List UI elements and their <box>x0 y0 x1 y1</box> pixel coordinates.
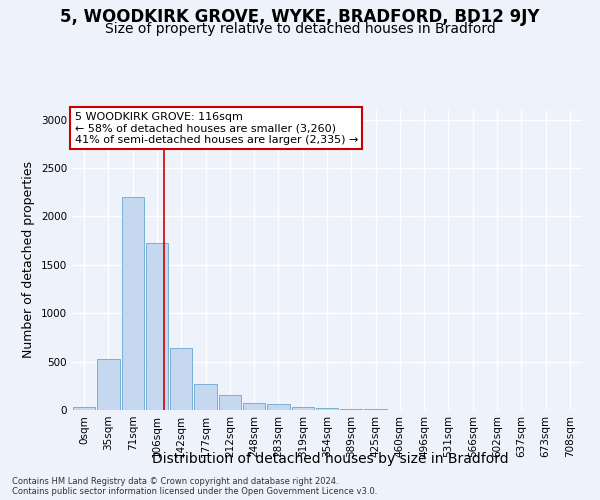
Bar <box>292 406 314 410</box>
Text: Contains HM Land Registry data © Crown copyright and database right 2024.: Contains HM Land Registry data © Crown c… <box>12 478 338 486</box>
Bar <box>267 404 290 410</box>
Text: 5, WOODKIRK GROVE, WYKE, BRADFORD, BD12 9JY: 5, WOODKIRK GROVE, WYKE, BRADFORD, BD12 … <box>60 8 540 26</box>
Text: Contains public sector information licensed under the Open Government Licence v3: Contains public sector information licen… <box>12 488 377 496</box>
Bar <box>316 408 338 410</box>
Bar <box>243 403 265 410</box>
Bar <box>73 407 95 410</box>
Bar <box>364 409 387 410</box>
Bar <box>170 348 193 410</box>
Bar <box>194 384 217 410</box>
Bar <box>146 242 168 410</box>
Text: 5 WOODKIRK GROVE: 116sqm
← 58% of detached houses are smaller (3,260)
41% of sem: 5 WOODKIRK GROVE: 116sqm ← 58% of detach… <box>74 112 358 144</box>
Text: Distribution of detached houses by size in Bradford: Distribution of detached houses by size … <box>152 452 508 466</box>
Text: Size of property relative to detached houses in Bradford: Size of property relative to detached ho… <box>104 22 496 36</box>
Y-axis label: Number of detached properties: Number of detached properties <box>22 162 35 358</box>
Bar <box>218 395 241 410</box>
Bar <box>122 197 144 410</box>
Bar <box>97 359 119 410</box>
Bar <box>340 408 362 410</box>
